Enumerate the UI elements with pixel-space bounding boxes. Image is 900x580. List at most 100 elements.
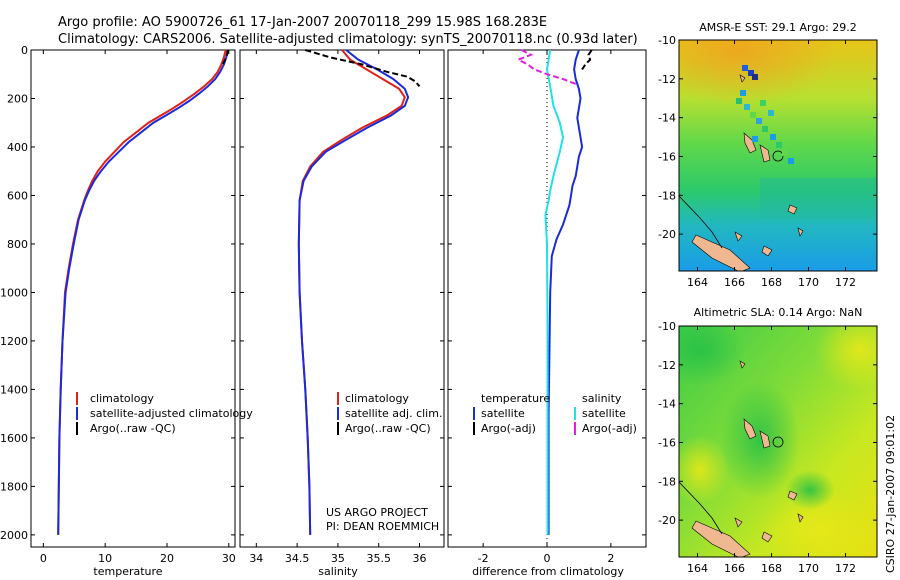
sla-map: Altimetric SLA: 0.14 Argo: NaN 164 166 168…: [658, 306, 878, 575]
sst-pixel: [776, 142, 782, 148]
sst-pixel: [742, 65, 748, 71]
sla-high-2: [760, 490, 877, 557]
figure-title-line1: Argo profile: AO 5900726_61 17-Jan-2007 …: [58, 15, 547, 30]
temperature-panel-frame: [30, 49, 236, 548]
legend-climatology: climatology: [345, 392, 409, 405]
map-y-tick-label: -20: [658, 514, 676, 527]
island: [739, 74, 746, 83]
series-line-salinity-satellite: [544, 49, 565, 535]
difference-plot: -2 0 2: [448, 49, 646, 565]
legend-argo: Argo(..raw -QC): [345, 422, 431, 435]
y-tick-label: 200: [7, 92, 28, 105]
x-tick-label: 35.5: [366, 552, 391, 565]
map-y-tick-label: -18: [658, 189, 676, 202]
sst-pixel: [748, 70, 754, 76]
y-tick-label: 600: [7, 189, 28, 202]
sst-map-title: AMSR-E SST: 29.1 Argo: 29.2: [699, 21, 857, 34]
map-y-tick-label: -14: [658, 398, 676, 411]
legend-temp-satellite: satellite: [481, 407, 525, 420]
x-tick-label: 2: [607, 552, 614, 565]
sst-cloud-pixels: [736, 65, 794, 164]
map-y-tick-label: -12: [658, 359, 676, 372]
map-x-tick-label: 168: [761, 276, 782, 289]
map-y-tick-label: -16: [658, 436, 676, 449]
map-y-tick-label: -16: [658, 150, 676, 163]
sla-islands: [679, 360, 804, 557]
map-y-tick-label: -10: [658, 320, 676, 333]
sst-pixel: [750, 112, 756, 118]
island: [759, 430, 771, 449]
sla-axes: 164 166 168 170 172 -10 -12 -14 -16 -18 -20: [658, 320, 877, 575]
x-tick-label: -2: [478, 552, 489, 565]
series-line-satellite-adj-clim-: [297, 49, 410, 535]
y-tick-label: 1200: [0, 335, 28, 348]
sst-pixel: [752, 74, 758, 80]
sst-pixel: [744, 104, 750, 110]
y-tick-label: 2000: [0, 529, 28, 542]
map-y-tick-label: -12: [658, 73, 676, 86]
legend-temperature-heading: temperature: [481, 392, 550, 405]
figure-title-line2: Climatology: CARS2006. Satellite-adjuste…: [58, 32, 638, 47]
island: [787, 490, 798, 501]
temperature-legend: climatology satellite-adjusted climatolo…: [76, 392, 253, 435]
island: [761, 245, 773, 257]
y-tick-label: 800: [7, 238, 28, 251]
y-tick-label: 0: [21, 44, 28, 57]
x-tick-label: 20: [160, 552, 174, 565]
sst-axes: 164 166 168 170 172 -10 -12 -14 -16 -18 -20: [658, 34, 877, 289]
legend-argo: Argo(..raw -QC): [90, 422, 176, 435]
sla-low-2: [720, 380, 800, 500]
sst-map-frame: [678, 39, 878, 272]
sla-low-1: [679, 326, 745, 385]
y-tick-label: 1600: [0, 432, 28, 445]
salinity-plot: 34 34.5 35 35.5 36: [240, 49, 444, 565]
argo-position-marker: [772, 436, 784, 448]
map-x-tick-label: 166: [724, 562, 745, 575]
new-caledonia-island: [691, 234, 751, 271]
island: [734, 517, 743, 528]
salinity-panel-frame: [239, 49, 445, 548]
map-x-tick-label: 168: [761, 562, 782, 575]
x-tick-label: 30: [222, 552, 236, 565]
series-line-satellite-adjusted-climatology: [57, 49, 229, 535]
map-x-tick-label: 170: [798, 562, 819, 575]
sst-blue-patch: [760, 178, 877, 218]
map-y-tick-label: -10: [658, 34, 676, 47]
island: [739, 360, 746, 369]
map-y-tick-label: -20: [658, 228, 676, 241]
map-x-tick-label: 166: [724, 276, 745, 289]
timestamp-note: CSIRO 27-Jan-2007 09:01:02: [884, 415, 897, 573]
series-line-argo-raw-qc-: [221, 49, 230, 65]
x-tick-label: 35: [331, 552, 345, 565]
sst-map: AMSR-E SST: 29.1 Argo: 29.2 164 166 168 170…: [658, 21, 878, 289]
sla-high-1: [815, 326, 877, 390]
credit-line1: US ARGO PROJECT: [326, 506, 428, 519]
sla-map-title: Altimetric SLA: 0.14 Argo: NaN: [694, 306, 863, 319]
y-tick-label: 1000: [0, 286, 28, 299]
sst-pixel: [768, 110, 774, 116]
sst-pixel: [782, 150, 788, 156]
sst-islands: [679, 74, 804, 271]
legend-climatology: climatology: [90, 392, 154, 405]
map-x-tick-label: 172: [835, 562, 856, 575]
sst-pixel: [770, 134, 776, 140]
reef-outline: [679, 195, 723, 249]
map-x-tick-label: 170: [798, 276, 819, 289]
series-line-argo-raw-qc-: [305, 49, 421, 88]
sst-pixel: [756, 118, 762, 124]
legend-satellite-adjusted: satellite-adjusted climatology: [90, 407, 253, 420]
island: [787, 204, 798, 215]
x-tick-label: 0: [544, 552, 551, 565]
legend-temp-argo: Argo(-adj): [481, 422, 536, 435]
y-tick-label: 400: [7, 141, 28, 154]
x-tick-label: 34.5: [285, 552, 310, 565]
legend-sal-argo: Argo(-adj): [582, 422, 637, 435]
series-line-temperature-argo-adj-: [581, 49, 593, 70]
island: [797, 513, 804, 523]
map-y-tick-label: -14: [658, 112, 676, 125]
sst-pixel: [736, 98, 742, 104]
sst-pixel: [760, 100, 766, 106]
map-x-tick-label: 172: [835, 276, 856, 289]
temperature-xlabel: temperature: [93, 565, 162, 578]
x-tick-label: 34: [249, 552, 263, 565]
